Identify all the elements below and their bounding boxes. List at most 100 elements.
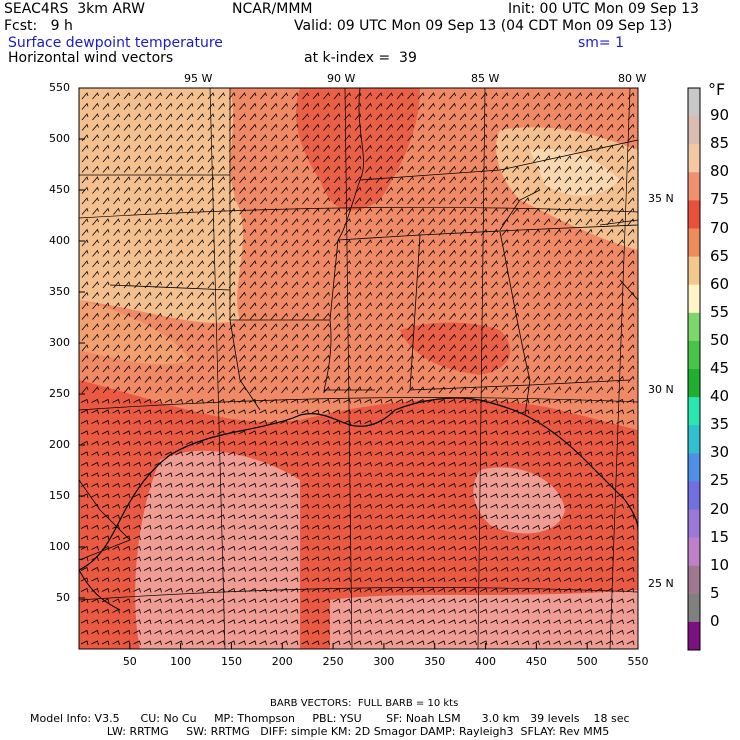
- wind-barb: [281, 134, 288, 142]
- wind-barb: [312, 270, 320, 278]
- wind-barb: [574, 545, 582, 551]
- wind-barb: [554, 197, 561, 205]
- wind-barb: [512, 228, 519, 236]
- wind-barb: [365, 228, 372, 236]
- wind-barb: [490, 545, 498, 551]
- wind-barb: [532, 598, 540, 604]
- wind-barb: [186, 218, 194, 226]
- wind-barb: [113, 260, 120, 268]
- wind-barb: [228, 123, 236, 131]
- wind-barb: [521, 629, 530, 635]
- wind-barb: [627, 270, 635, 278]
- wind-barb: [206, 461, 215, 467]
- wind-barb: [323, 365, 330, 373]
- wind-barb: [480, 123, 488, 131]
- wind-barb: [155, 270, 162, 278]
- wind-barb: [385, 440, 393, 446]
- wind-barb: [227, 493, 236, 499]
- wind-barb: [333, 375, 341, 383]
- wind-barb: [374, 535, 383, 541]
- wind-barb: [165, 333, 173, 341]
- wind-barb: [469, 461, 477, 467]
- wind-barb: [323, 102, 330, 110]
- wind-barb: [207, 375, 215, 383]
- wind-barb: [533, 386, 540, 394]
- wind-barb: [260, 312, 267, 320]
- wind-barb: [302, 365, 309, 373]
- wind-barb: [344, 218, 351, 226]
- wind-barb: [270, 176, 278, 184]
- wind-barb: [365, 176, 372, 184]
- wind-barb: [207, 323, 215, 331]
- wind-barb: [522, 302, 530, 310]
- wind-barb: [81, 375, 89, 383]
- wind-barb: [206, 430, 215, 436]
- wind-barb: [470, 249, 477, 257]
- wind-barb: [407, 239, 414, 247]
- wind-barb: [596, 134, 603, 142]
- wind-barb: [322, 566, 330, 572]
- wind-barb: [344, 386, 351, 394]
- wind-barb: [626, 503, 635, 509]
- wind-barb: [395, 619, 404, 625]
- wind-barb: [333, 333, 341, 341]
- wind-barb: [626, 472, 635, 478]
- wind-barb: [155, 239, 162, 247]
- wind-barb: [449, 102, 456, 110]
- wind-barb: [154, 640, 162, 646]
- wind-barb: [143, 493, 152, 499]
- wind-barb: [386, 386, 393, 394]
- init-time: Init: 00 UTC Mon 09 Sep 13: [508, 1, 699, 17]
- wind-barb: [428, 375, 435, 383]
- wind-barb: [396, 354, 404, 362]
- wind-barb: [491, 375, 498, 383]
- wind-barb: [164, 640, 173, 646]
- wind-barb: [343, 419, 351, 425]
- wind-barb: [259, 587, 267, 593]
- wind-barb: [417, 165, 425, 173]
- wind-barb: [469, 629, 477, 635]
- wind-barb: [500, 451, 509, 457]
- wind-barb: [323, 144, 330, 152]
- wind-barb: [627, 375, 635, 383]
- wind-barb: [626, 535, 635, 541]
- wind-barb: [375, 228, 383, 236]
- wind-barb: [134, 302, 141, 310]
- wind-barb: [101, 545, 110, 551]
- wind-barb: [500, 419, 509, 425]
- wind-barb: [449, 302, 456, 310]
- wind-barb: [322, 629, 330, 635]
- wind-barb: [364, 587, 372, 593]
- wind-barb: [81, 176, 89, 184]
- wind-barb: [449, 123, 456, 131]
- wind-barb: [563, 461, 572, 467]
- wind-barb: [133, 524, 141, 530]
- wind-barb: [365, 354, 372, 362]
- wind-barb: [374, 587, 383, 593]
- wind-barb: [185, 514, 194, 520]
- wind-barb: [175, 493, 183, 499]
- wind-barb: [332, 461, 341, 467]
- wind-barb: [617, 186, 624, 194]
- wind-barb: [606, 92, 614, 100]
- wind-barb: [490, 503, 498, 509]
- wind-barb: [133, 430, 141, 436]
- wind-barb: [605, 503, 614, 509]
- wind-barb: [500, 545, 509, 551]
- wind-barb: [333, 197, 341, 205]
- wind-barb: [458, 566, 467, 572]
- wind-barb: [239, 176, 246, 184]
- wind-barb: [627, 344, 635, 352]
- wind-barb: [406, 524, 414, 530]
- wind-barb: [449, 197, 456, 205]
- wind-barb: [575, 344, 582, 352]
- wind-barb: [312, 176, 320, 184]
- wind-barb: [584, 461, 593, 467]
- wind-barb: [564, 228, 572, 236]
- wind-barb: [416, 619, 425, 625]
- wind-barb: [438, 386, 446, 394]
- wind-barb: [333, 365, 341, 373]
- wind-barb: [197, 333, 204, 341]
- wind-barb: [113, 239, 120, 247]
- wind-barb: [259, 629, 267, 635]
